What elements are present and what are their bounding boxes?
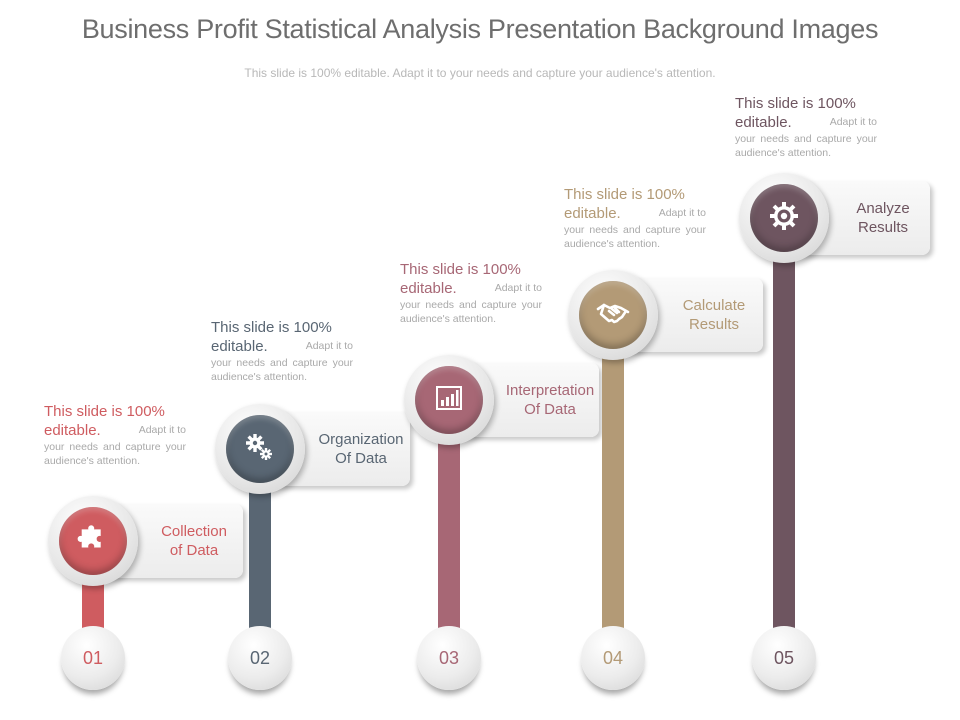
gears-icon xyxy=(242,429,278,470)
step-4-ring xyxy=(568,270,658,360)
target-gear-icon xyxy=(766,198,802,239)
step-2-description-body: your needs and capture your audience's a… xyxy=(211,357,353,383)
step-1-label: Collection of Data xyxy=(161,523,227,559)
step-5-description-body: your needs and capture your audience's a… xyxy=(735,133,877,159)
step-3-description: This slide is 100% editable. Adapt it to yo… xyxy=(400,260,542,326)
step-5-number: 05 xyxy=(752,626,816,690)
step-5-description-tail: Adapt it to xyxy=(829,116,877,128)
step-4-description-heading: This slide is 100% xyxy=(564,186,685,203)
step-5-description-editable: editable. xyxy=(735,114,792,131)
step-3-description-row: editable. Adapt it to xyxy=(400,279,542,298)
step-3-description-editable: editable. xyxy=(400,280,457,297)
step-4-pillar xyxy=(602,315,624,646)
page-title: Business Profit Statistical Analysis Pre… xyxy=(81,14,879,44)
step-3-pillar xyxy=(438,400,460,646)
step-5-pillar xyxy=(773,218,795,646)
step-2-ring xyxy=(215,404,305,494)
page-subtitle: This slide is 100% editable. Adapt it to… xyxy=(244,66,716,80)
step-5-label: Analyze Results xyxy=(856,200,910,236)
step-3-ring xyxy=(404,355,494,445)
step-4-number: 04 xyxy=(581,626,645,690)
step-5-description: This slide is 100% editable. Adapt it to yo… xyxy=(735,94,877,160)
step-4-description-body: your needs and capture your audience's a… xyxy=(564,224,706,250)
step-1-description-body: your needs and capture your audience's a… xyxy=(44,441,186,467)
step-3-description-body: your needs and capture your audience's a… xyxy=(400,299,542,325)
step-2-description-editable: editable. xyxy=(211,338,268,355)
step-3-label: Interpretation Of Data xyxy=(505,382,595,418)
step-1-description: This slide is 100% editable. Adapt it to yo… xyxy=(44,402,186,468)
step-2-label: Organization Of Data xyxy=(318,431,404,467)
step-4-description-tail: Adapt it to xyxy=(658,207,706,219)
step-3-description-tail: Adapt it to xyxy=(494,282,542,294)
step-5-ring xyxy=(739,173,829,263)
step-3-description-heading: This slide is 100% xyxy=(400,261,521,278)
step-1-number: 01 xyxy=(61,626,125,690)
handshake-icon xyxy=(595,295,631,336)
step-2-description-row: editable. Adapt it to xyxy=(211,337,353,356)
step-4-label: Calculate Results xyxy=(682,297,746,333)
puzzle-icon xyxy=(75,521,111,562)
step-5-description-row: editable. Adapt it to xyxy=(735,113,877,132)
step-1-description-tail: Adapt it to xyxy=(138,424,186,436)
step-1-description-row: editable. Adapt it to xyxy=(44,421,186,440)
step-2-pillar xyxy=(249,449,271,646)
step-3-number: 03 xyxy=(417,626,481,690)
step-2-description: This slide is 100% editable. Adapt it to yo… xyxy=(211,318,353,384)
step-2-description-heading: This slide is 100% xyxy=(211,319,332,336)
step-3-disc xyxy=(415,366,483,434)
step-1-ring xyxy=(48,496,138,586)
step-1-description-editable: editable. xyxy=(44,422,101,439)
step-4-description: This slide is 100% editable. Adapt it to yo… xyxy=(564,185,706,251)
step-2-number: 02 xyxy=(228,626,292,690)
bar-chart-icon xyxy=(431,380,467,421)
step-1-description-heading: This slide is 100% xyxy=(44,403,165,420)
step-4-description-row: editable. Adapt it to xyxy=(564,204,706,223)
step-4-disc xyxy=(579,281,647,349)
step-5-disc xyxy=(750,184,818,252)
step-1-disc xyxy=(59,507,127,575)
step-5-description-heading: This slide is 100% xyxy=(735,95,856,112)
step-2-disc xyxy=(226,415,294,483)
step-2-description-tail: Adapt it to xyxy=(305,340,353,352)
step-4-description-editable: editable. xyxy=(564,205,621,222)
